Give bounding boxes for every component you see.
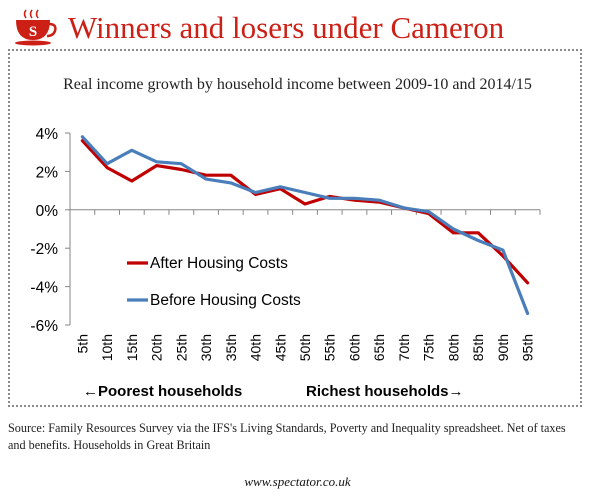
x-tick-label: 55th xyxy=(322,334,338,361)
y-tick-label: -4% xyxy=(30,280,58,297)
x-tick-label: 35th xyxy=(223,334,239,361)
x-tick-label: 45th xyxy=(272,334,288,361)
series-line-before-housing xyxy=(80,135,530,316)
x-tick-label: 10th xyxy=(99,334,115,361)
y-tick-label: 0% xyxy=(36,203,59,220)
header: S Winners and losers under Cameron xyxy=(8,4,588,50)
x-tick-label: 95th xyxy=(520,334,536,361)
chart-title: Real income growth by household income b… xyxy=(63,76,532,93)
x-tick-label: 30th xyxy=(198,334,214,361)
x-tick-label: 60th xyxy=(346,334,362,361)
x-tick-label: 90th xyxy=(495,334,511,361)
x-tick-label: 40th xyxy=(248,334,264,361)
x-tick-label: 65th xyxy=(371,334,387,361)
x-tick-label: 80th xyxy=(445,334,461,361)
source-note: Source: Family Resources Survey via the … xyxy=(8,421,566,452)
x-tick-label: 25th xyxy=(173,334,189,361)
x-tick-label: 15th xyxy=(124,334,140,361)
y-tick-label: -2% xyxy=(30,241,58,258)
x-tick-label: 50th xyxy=(297,334,313,361)
y-tick-label: 4% xyxy=(36,126,59,143)
x-tick-label: 70th xyxy=(396,334,412,361)
x-tick-label: 5th xyxy=(74,334,90,353)
teacup-logo-icon: S xyxy=(15,9,57,46)
x-tick-label: 85th xyxy=(470,334,486,361)
chart-frame xyxy=(8,49,582,407)
page-headline: Winners and losers under Cameron xyxy=(68,10,505,45)
series-line-after-housing xyxy=(80,139,530,285)
x-tick-label: 20th xyxy=(149,334,165,361)
logo-letter: S xyxy=(29,24,37,40)
website-link[interactable]: www.spectator.co.uk xyxy=(244,474,351,489)
x-tick-label: 75th xyxy=(421,334,437,361)
y-tick-label: -6% xyxy=(30,318,58,335)
legend-label: After Housing Costs xyxy=(150,255,288,272)
y-tick-label: 2% xyxy=(36,164,59,181)
x-annotation-left: ←Poorest households xyxy=(83,383,242,400)
legend-label: Before Housing Costs xyxy=(150,292,301,309)
x-annotation-right: Richest households→ xyxy=(306,383,464,400)
